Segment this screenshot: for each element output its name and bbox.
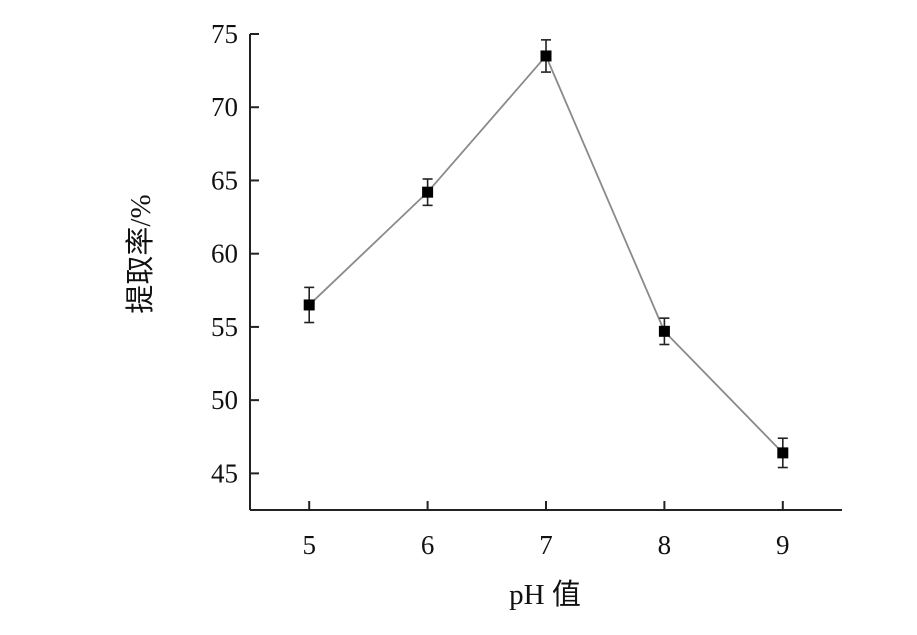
- series-line: [308, 54, 784, 454]
- x-ticks: 5 6 7 8 9: [302, 501, 790, 560]
- data-point: [777, 447, 789, 459]
- x-tick-label: 5: [302, 530, 316, 560]
- x-tick-label: 9: [776, 530, 790, 560]
- y-axis-title: 提取率/%: [124, 194, 157, 313]
- y-tick-label: 75: [211, 19, 238, 49]
- axes: [249, 34, 842, 511]
- data-point: [422, 186, 434, 198]
- y-tick-label: 45: [211, 458, 238, 488]
- x-tick-label: 7: [539, 530, 553, 560]
- y-ticks: 45 50 55 60 65 70 75: [211, 19, 259, 488]
- series-layer: [303, 39, 789, 469]
- y-tick-label: 50: [211, 385, 238, 415]
- y-tick-label: 60: [211, 239, 238, 269]
- y-tick-label: 65: [211, 165, 238, 195]
- x-axis-title: pH 值: [509, 578, 581, 611]
- data-point: [540, 50, 552, 62]
- y-tick-label: 70: [211, 92, 238, 122]
- y-tick-label: 55: [211, 312, 238, 342]
- data-point: [658, 325, 670, 337]
- x-tick-label: 8: [658, 530, 672, 560]
- data-point: [303, 299, 315, 311]
- x-tick-label: 6: [421, 530, 435, 560]
